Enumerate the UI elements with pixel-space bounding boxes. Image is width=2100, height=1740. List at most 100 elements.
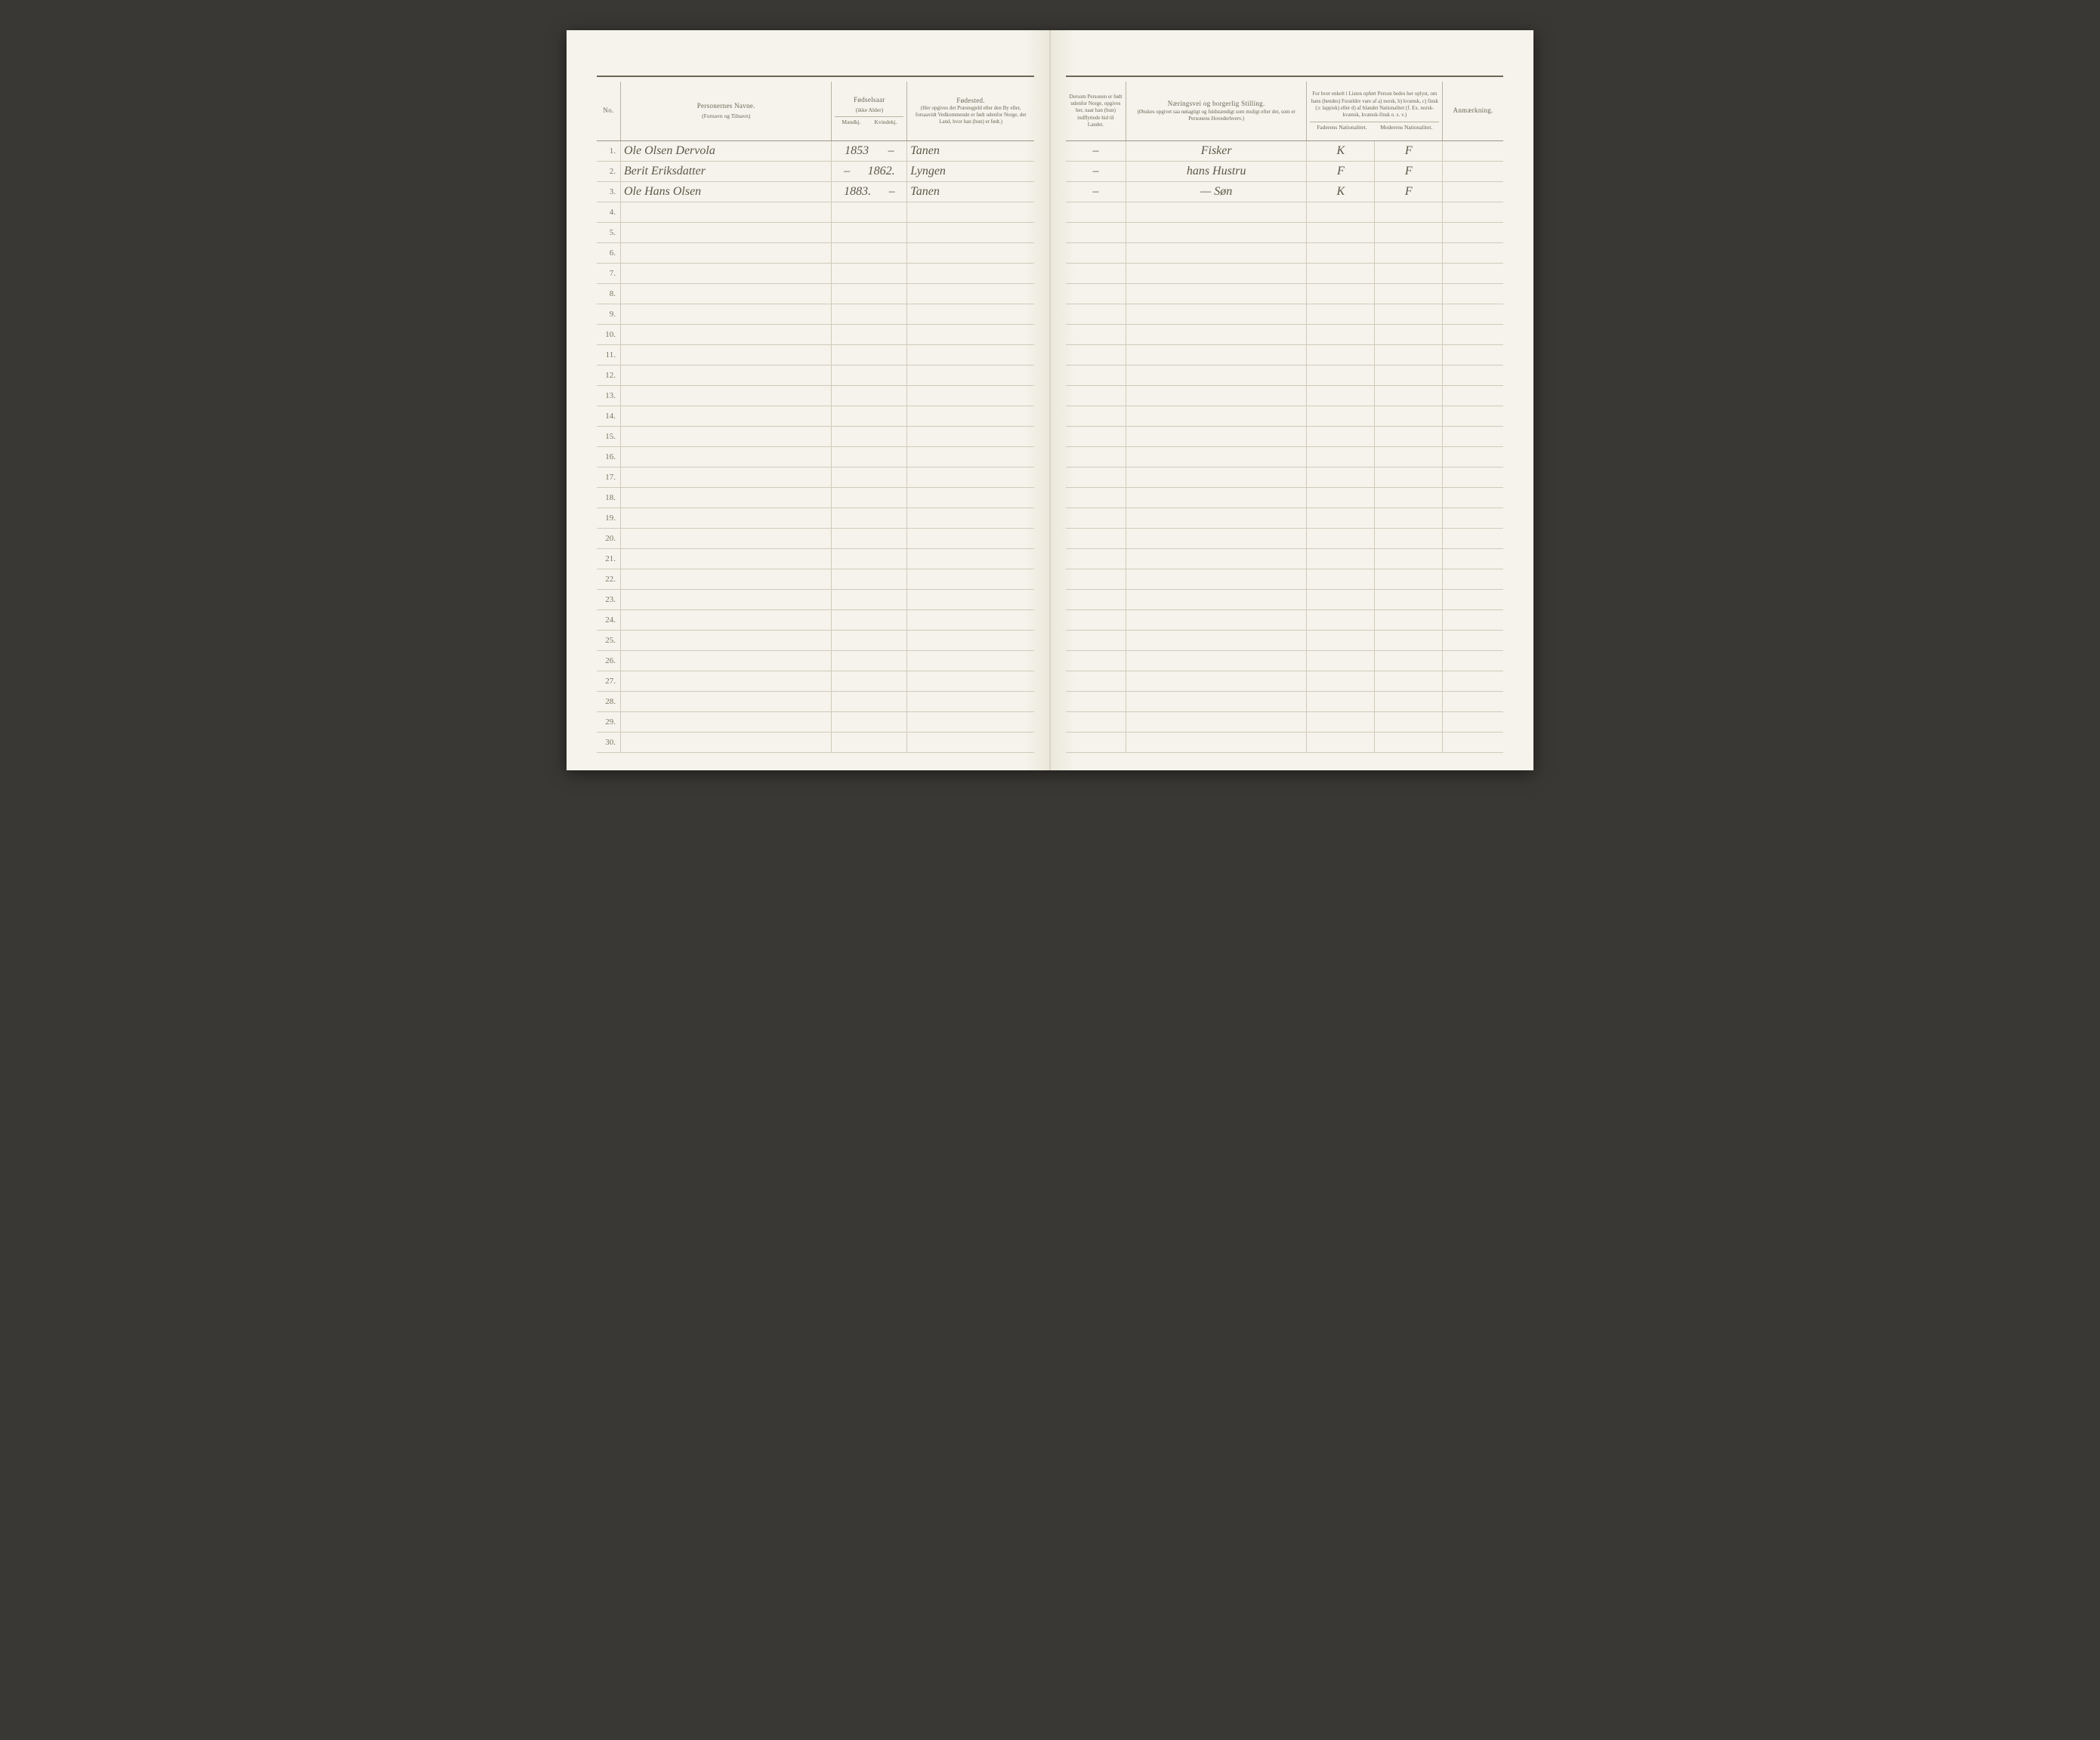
cell-nat-mother: [1375, 733, 1443, 752]
table-row: 13.: [597, 386, 1034, 406]
cell-name: [621, 406, 832, 426]
row-number: 14.: [597, 406, 621, 426]
table-row: [1066, 284, 1503, 304]
table-row: 14.: [597, 406, 1034, 427]
cell-abroad: [1066, 386, 1126, 406]
cell-year: [832, 406, 907, 426]
cell-occupation: [1126, 427, 1308, 446]
row-number: 10.: [597, 325, 621, 344]
cell-year: [832, 284, 907, 304]
cell-remark: [1443, 467, 1503, 487]
cell-name: [621, 264, 832, 283]
table-row: [1066, 671, 1503, 692]
cell-nat-mother: [1375, 223, 1443, 242]
header-occ-sub: (Ønskes opgivet saa nøiagtigt og fuldstæ…: [1129, 109, 1304, 122]
cell-nat-father: [1307, 345, 1375, 365]
header-remark: Anmærkning.: [1443, 82, 1503, 140]
cell-name: [621, 488, 832, 508]
cell-remark: [1443, 202, 1503, 222]
table-row: 20.: [597, 529, 1034, 549]
cell-place: [907, 671, 1034, 691]
cell-abroad: [1066, 529, 1126, 548]
cell-year: [832, 508, 907, 528]
cell-remark: [1443, 671, 1503, 691]
table-row: [1066, 406, 1503, 427]
table-row: 12.: [597, 366, 1034, 386]
cell-occupation: [1126, 549, 1308, 569]
table-row: [1066, 366, 1503, 386]
cell-occupation: [1126, 366, 1308, 385]
table-row: 26.: [597, 651, 1034, 671]
cell-nat-mother: [1375, 325, 1443, 344]
table-row: 8.: [597, 284, 1034, 304]
ledger-book: No. Personernes Navne. (Fornavn og Tilna…: [567, 30, 1533, 770]
cell-nat-mother: [1375, 467, 1443, 487]
row-number: 29.: [597, 712, 621, 732]
cell-nat-father: [1307, 712, 1375, 732]
cell-nat-mother: [1375, 264, 1443, 283]
cell-place: [907, 569, 1034, 589]
cell-nat-father: K: [1307, 141, 1375, 161]
cell-remark: [1443, 549, 1503, 569]
cell-occupation: [1126, 610, 1308, 630]
page-right: Dersom Personen er født udenfor Norge, o…: [1050, 30, 1533, 770]
table-row: 9.: [597, 304, 1034, 325]
cell-remark: [1443, 264, 1503, 283]
year-k: 1862.: [868, 165, 895, 177]
table-row: [1066, 508, 1503, 529]
year-m: 1853: [845, 145, 869, 157]
table-row: [1066, 692, 1503, 712]
header-remark-label: Anmærkning.: [1446, 106, 1500, 116]
row-number: 9.: [597, 304, 621, 324]
cell-nat-father: [1307, 325, 1375, 344]
cell-abroad: [1066, 733, 1126, 752]
cell-abroad: [1066, 467, 1126, 487]
cell-year: [832, 671, 907, 691]
cell-name: [621, 427, 832, 446]
cell-abroad: [1066, 427, 1126, 446]
cell-abroad: –: [1066, 162, 1126, 181]
cell-remark: [1443, 529, 1503, 548]
header-nationality: For hver enkelt i Listen opført Person b…: [1307, 82, 1443, 140]
table-row: [1066, 569, 1503, 590]
cell-nat-mother: F: [1375, 162, 1443, 181]
cell-abroad: [1066, 366, 1126, 385]
cell-remark: [1443, 590, 1503, 609]
cell-year: [832, 733, 907, 752]
table-row: 22.: [597, 569, 1034, 590]
cell-occupation: [1126, 325, 1308, 344]
year-k: –: [888, 145, 894, 157]
table-row: 17.: [597, 467, 1034, 488]
row-number: 2.: [597, 162, 621, 181]
cell-nat-father: K: [1307, 182, 1375, 202]
cell-place: [907, 549, 1034, 569]
header-year-k: Kvindekj.: [875, 119, 897, 126]
table-row: [1066, 590, 1503, 610]
cell-abroad: –: [1066, 141, 1126, 161]
cell-year: [832, 529, 907, 548]
cell-nat-father: [1307, 671, 1375, 691]
row-number: 20.: [597, 529, 621, 548]
table-row: [1066, 243, 1503, 264]
table-row: 24.: [597, 610, 1034, 631]
header-name: Personernes Navne. (Fornavn og Tilnavn): [621, 82, 832, 140]
cell-name: Ole Olsen Dervola: [621, 141, 832, 161]
cell-remark: [1443, 345, 1503, 365]
cell-abroad: [1066, 508, 1126, 528]
header-abroad: Dersom Personen er født udenfor Norge, o…: [1066, 82, 1126, 140]
cell-nat-father: [1307, 284, 1375, 304]
row-number: 19.: [597, 508, 621, 528]
cell-occupation: hans Hustru: [1126, 162, 1308, 181]
header-year: Fødselsaar (ikke Alder) Mandkj. Kvindekj…: [832, 82, 907, 140]
cell-year: [832, 651, 907, 671]
cell-year: [832, 692, 907, 711]
cell-remark: [1443, 508, 1503, 528]
cell-nat-father: [1307, 488, 1375, 508]
cell-nat-father: [1307, 427, 1375, 446]
cell-occupation: [1126, 202, 1308, 222]
cell-name: [621, 284, 832, 304]
cell-nat-father: F: [1307, 162, 1375, 181]
cell-abroad: [1066, 304, 1126, 324]
header-abroad-text: Dersom Personen er født udenfor Norge, o…: [1069, 94, 1123, 128]
cell-abroad: [1066, 264, 1126, 283]
